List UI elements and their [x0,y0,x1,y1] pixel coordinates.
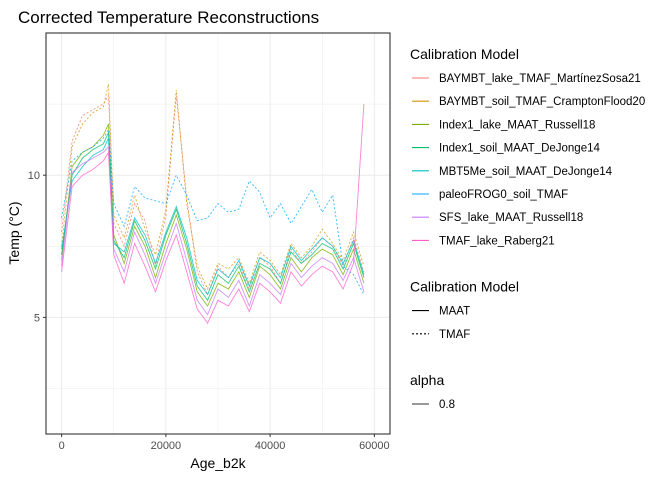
y-axis-title: Temp (°C) [6,201,22,264]
series-line [61,84,365,291]
x-tick-label: 0 [59,440,65,452]
legend-label: MAAT [439,306,470,318]
series-line [61,104,365,324]
x-axis-title: Age_b2k [190,455,246,471]
x-tick-label: 40000 [255,440,286,452]
legend-label: 0.8 [439,399,455,411]
series-line [61,123,365,307]
legend-label: paleoFROG0_soil_TMAF [439,189,568,201]
legend-label: TMAF [439,329,470,341]
series-layer [61,84,365,324]
x-tick-label: 20000 [151,440,182,452]
legend-label: BAYMBT_lake_TMAF_MartínezSosa21 [439,73,641,85]
legend-title: Calibration Model [410,46,519,62]
legend-title: Calibration Model [410,279,519,295]
series-line [61,145,365,316]
legend-label: TMAF_lake_Raberg21 [439,235,555,247]
legend-label: Index1_soil_MAAT_DeJonge14 [439,143,600,155]
legend-label: BAYMBT_soil_TMAF_CramptonFlood20 [439,96,645,108]
y-axis: 5 10 [28,170,46,324]
plot-border [45,32,391,435]
chart-title: Corrected Temperature Reconstructions [18,8,319,27]
x-axis: 0 20000 40000 60000 [59,434,390,452]
series-line [61,94,365,296]
legend-label: MBT5Me_soil_MAAT_DeJonge14 [439,166,613,178]
x-tick-label: 60000 [359,440,390,452]
y-tick-label: 10 [28,170,40,182]
legend-title: alpha [410,372,444,388]
y-tick-label: 5 [34,312,40,324]
legend-label: Index1_lake_MAAT_Russell18 [439,119,595,131]
legend: Calibration Model BAYMBT_lake_TMAF_Martín… [410,46,645,411]
series-line [61,138,365,296]
legend-label: SFS_lake_MAAT_Russell18 [439,212,583,224]
